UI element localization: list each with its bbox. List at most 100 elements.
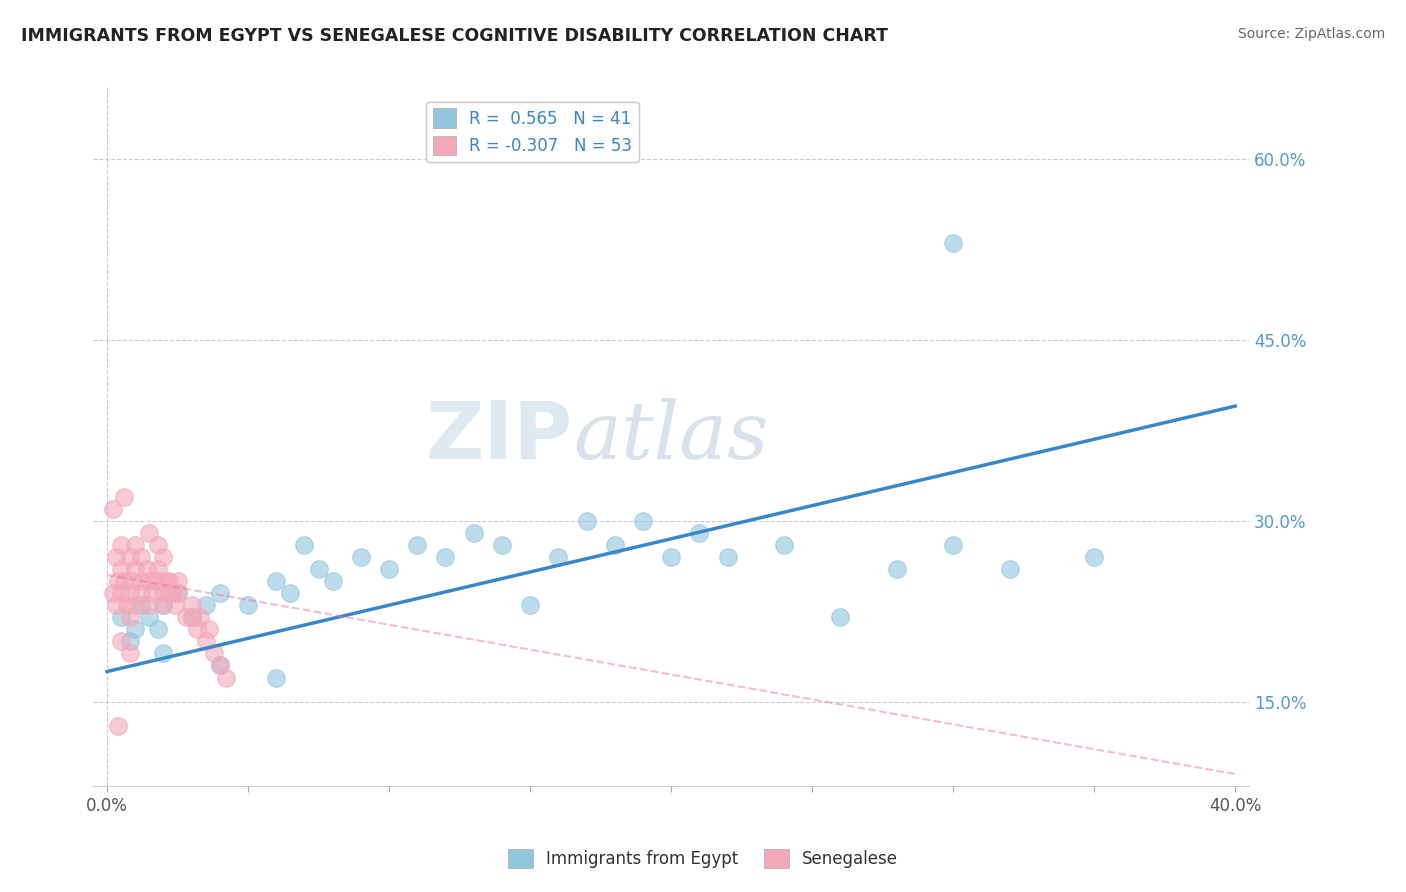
Point	[152, 549, 174, 564]
Point	[124, 538, 146, 552]
Point	[146, 538, 169, 552]
Point	[659, 549, 682, 564]
Point	[118, 586, 141, 600]
Point	[129, 574, 152, 588]
Point	[138, 574, 160, 588]
Point	[1083, 549, 1105, 564]
Point	[688, 525, 710, 540]
Point	[110, 634, 132, 648]
Point	[280, 586, 302, 600]
Point	[998, 562, 1021, 576]
Point	[603, 538, 626, 552]
Point	[163, 598, 186, 612]
Point	[773, 538, 796, 552]
Point	[294, 538, 316, 552]
Point	[208, 586, 231, 600]
Point	[942, 236, 965, 251]
Point	[378, 562, 401, 576]
Point	[197, 622, 219, 636]
Point	[519, 598, 541, 612]
Legend: Immigrants from Egypt, Senegalese: Immigrants from Egypt, Senegalese	[502, 842, 904, 875]
Point	[124, 622, 146, 636]
Point	[166, 586, 188, 600]
Text: atlas: atlas	[572, 398, 768, 475]
Point	[434, 549, 457, 564]
Point	[112, 490, 135, 504]
Point	[180, 598, 202, 612]
Point	[115, 598, 138, 612]
Point	[149, 574, 172, 588]
Point	[886, 562, 908, 576]
Point	[208, 658, 231, 673]
Point	[104, 549, 127, 564]
Point	[942, 538, 965, 552]
Point	[138, 525, 160, 540]
Text: ZIP: ZIP	[426, 397, 572, 475]
Point	[575, 514, 598, 528]
Point	[152, 586, 174, 600]
Point	[138, 598, 160, 612]
Point	[166, 586, 188, 600]
Point	[101, 501, 124, 516]
Point	[830, 610, 852, 624]
Legend: R =  0.565   N = 41, R = -0.307   N = 53: R = 0.565 N = 41, R = -0.307 N = 53	[426, 102, 638, 161]
Point	[135, 562, 157, 576]
Point	[194, 634, 217, 648]
Point	[236, 598, 259, 612]
Point	[129, 586, 152, 600]
Point	[118, 610, 141, 624]
Point	[118, 549, 141, 564]
Point	[202, 647, 225, 661]
Point	[194, 598, 217, 612]
Point	[547, 549, 569, 564]
Point	[121, 574, 143, 588]
Point	[631, 514, 654, 528]
Point	[174, 610, 197, 624]
Point	[118, 634, 141, 648]
Point	[322, 574, 344, 588]
Point	[264, 574, 287, 588]
Point	[146, 622, 169, 636]
Point	[152, 647, 174, 661]
Point	[124, 562, 146, 576]
Point	[112, 574, 135, 588]
Point	[129, 549, 152, 564]
Point	[214, 671, 236, 685]
Point	[463, 525, 485, 540]
Point	[152, 598, 174, 612]
Point	[160, 586, 183, 600]
Point	[155, 574, 177, 588]
Point	[180, 610, 202, 624]
Point	[157, 574, 180, 588]
Point	[110, 562, 132, 576]
Point	[188, 610, 211, 624]
Point	[107, 574, 129, 588]
Point	[124, 598, 146, 612]
Point	[157, 586, 180, 600]
Point	[107, 719, 129, 733]
Text: Source: ZipAtlas.com: Source: ZipAtlas.com	[1237, 27, 1385, 41]
Point	[491, 538, 513, 552]
Point	[208, 658, 231, 673]
Point	[110, 538, 132, 552]
Point	[104, 598, 127, 612]
Point	[101, 586, 124, 600]
Point	[143, 574, 166, 588]
Point	[118, 647, 141, 661]
Point	[138, 610, 160, 624]
Point	[716, 549, 738, 564]
Point	[308, 562, 330, 576]
Point	[110, 610, 132, 624]
Point	[129, 598, 152, 612]
Point	[110, 586, 132, 600]
Point	[180, 610, 202, 624]
Point	[141, 586, 163, 600]
Point	[186, 622, 208, 636]
Point	[166, 574, 188, 588]
Point	[146, 562, 169, 576]
Point	[406, 538, 429, 552]
Point	[350, 549, 373, 564]
Point	[152, 598, 174, 612]
Text: IMMIGRANTS FROM EGYPT VS SENEGALESE COGNITIVE DISABILITY CORRELATION CHART: IMMIGRANTS FROM EGYPT VS SENEGALESE COGN…	[21, 27, 889, 45]
Point	[264, 671, 287, 685]
